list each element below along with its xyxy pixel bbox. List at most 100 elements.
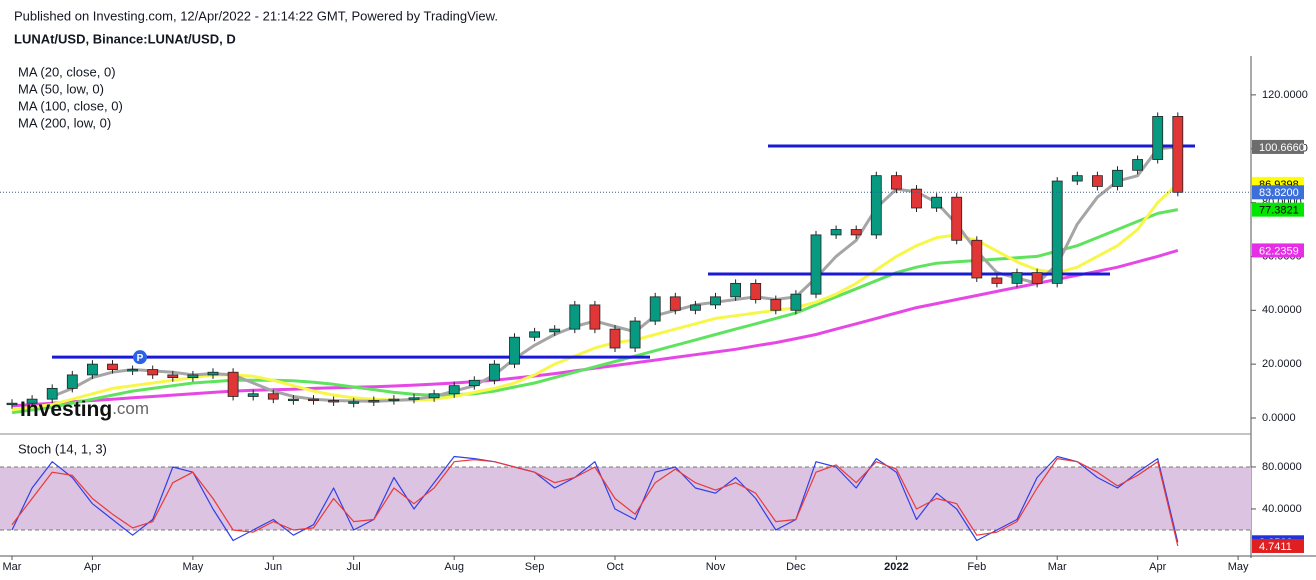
legend-entry: MA (50, low, 0) <box>18 81 104 96</box>
x-tick-label: Aug <box>444 561 464 573</box>
candle <box>629 320 641 349</box>
candle <box>1011 272 1023 284</box>
x-tick-label: Mar <box>1048 561 1067 573</box>
legend-entry: MA (20, close, 0) <box>18 64 116 79</box>
marker-label: P <box>137 353 144 364</box>
candle <box>891 175 902 190</box>
candle <box>107 363 118 370</box>
candle <box>770 299 782 311</box>
candle <box>247 393 259 397</box>
price-tag-label: 4.7411 <box>1259 541 1292 553</box>
marker <box>133 350 147 365</box>
candle <box>308 398 319 402</box>
logo-suffix: .com <box>112 399 149 418</box>
price-tag <box>1252 243 1304 258</box>
stoch-band <box>0 466 1251 530</box>
y-tick-label: 20.0000 <box>1262 358 1302 370</box>
candle <box>488 363 500 381</box>
candle <box>388 398 400 402</box>
candle <box>127 369 138 372</box>
logo-main: Investing <box>20 398 112 421</box>
ma-line <box>11 182 1179 412</box>
stoch-line <box>11 455 1179 543</box>
candle <box>710 296 721 306</box>
candle <box>87 363 98 376</box>
legend-entry: MA (100, close, 0) <box>18 98 123 113</box>
candle <box>589 304 601 330</box>
candle <box>468 379 480 387</box>
x-tick-label: 2022 <box>884 561 908 573</box>
candle <box>227 371 239 397</box>
price-tag <box>1252 185 1304 200</box>
x-tick-label: May <box>183 561 204 573</box>
candle <box>26 398 38 404</box>
legend-entry: MA (200, low, 0) <box>18 115 111 130</box>
candle <box>730 282 741 298</box>
candle <box>6 402 18 406</box>
price-tag <box>1252 202 1304 217</box>
candle <box>669 296 681 311</box>
candle <box>850 229 862 236</box>
candle <box>1172 116 1184 193</box>
candle <box>1071 175 1083 182</box>
candle <box>810 234 822 295</box>
x-tick-label: Oct <box>606 561 623 573</box>
candle <box>649 296 661 322</box>
candle <box>348 401 360 404</box>
candle <box>147 369 159 376</box>
chart-subtitle: LUNAt/USD, Binance:LUNAt/USD, D <box>14 31 236 46</box>
candle <box>690 304 701 311</box>
candle <box>750 282 762 300</box>
header: Published on Investing.com, 12/Apr/2022 … <box>14 8 498 23</box>
x-tick-label: Apr <box>84 561 101 573</box>
candle <box>931 196 942 209</box>
candle <box>1132 159 1143 171</box>
price-tag <box>1252 538 1304 553</box>
price-tag-label: 100.6660 <box>1259 142 1305 154</box>
candle <box>529 331 540 338</box>
x-tick-label: Dec <box>786 561 806 573</box>
candle <box>46 387 58 400</box>
candle <box>328 400 340 403</box>
price-tag-label: 62.2359 <box>1259 245 1299 257</box>
y-tick-label: 40.0000 <box>1262 503 1302 515</box>
candle <box>1031 272 1043 284</box>
price-tag-label: 83.8200 <box>1259 187 1299 199</box>
candle <box>1152 116 1164 160</box>
candle <box>991 277 1003 284</box>
candle <box>549 328 561 333</box>
candle <box>1112 169 1123 187</box>
candle <box>790 293 802 311</box>
candle <box>207 371 219 376</box>
x-tick-label: Sep <box>525 561 545 573</box>
candle <box>368 400 380 403</box>
candle <box>951 196 963 241</box>
candle <box>1092 175 1103 187</box>
x-tick-label: Apr <box>1149 561 1166 573</box>
x-tick-label: Jul <box>347 561 361 573</box>
price-tag <box>1252 139 1304 154</box>
candle <box>911 188 922 209</box>
y-tick-label: 80.0000 <box>1262 461 1302 473</box>
candle <box>187 374 199 379</box>
candle <box>1051 180 1063 284</box>
logo: Investing.com <box>20 398 149 421</box>
stoch-line <box>11 458 1179 547</box>
y-tick-label: 120.0000 <box>1262 89 1308 101</box>
candle <box>267 393 279 400</box>
x-tick-label: Feb <box>967 561 986 573</box>
price-tag-label: 77.3821 <box>1259 205 1299 217</box>
candle <box>66 374 78 389</box>
x-tick-label: Mar <box>3 561 22 573</box>
candle <box>428 393 440 399</box>
y-tick-label: 0.0000 <box>1262 412 1296 424</box>
candle <box>830 229 842 236</box>
candle <box>448 385 460 395</box>
candle <box>870 175 882 236</box>
stoch-title: Stoch (14, 1, 3) <box>18 441 107 456</box>
candle <box>167 374 179 379</box>
x-tick-label: Nov <box>706 561 726 573</box>
y-tick-label: 40.0000 <box>1262 304 1302 316</box>
candle <box>287 398 299 402</box>
